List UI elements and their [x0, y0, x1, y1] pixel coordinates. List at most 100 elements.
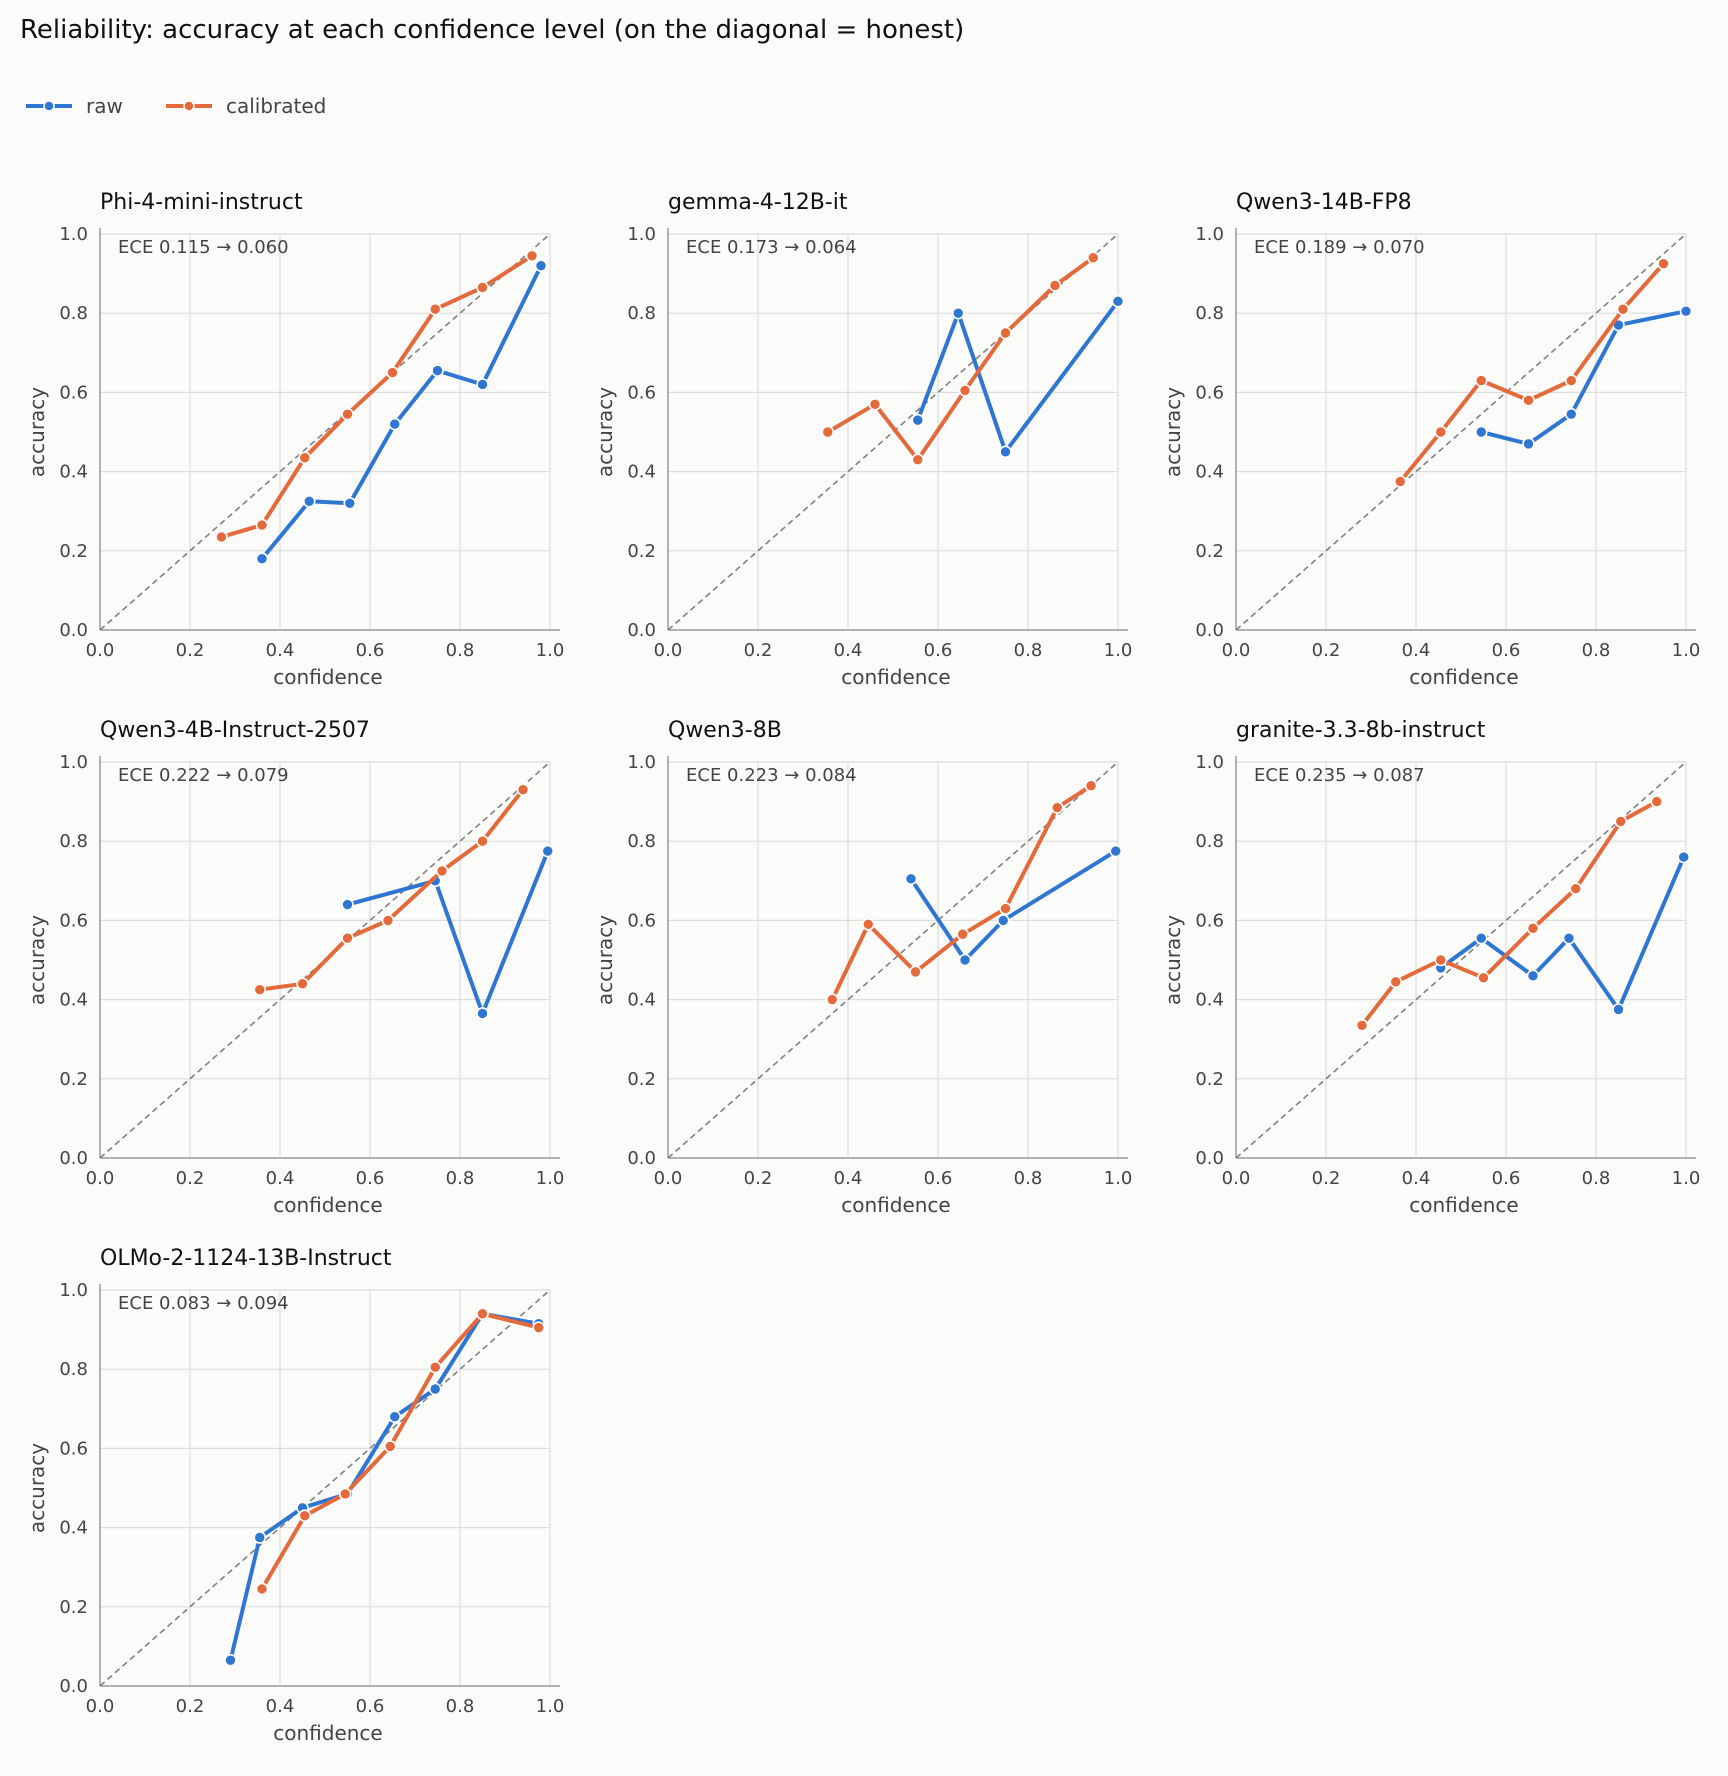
panel-title: OLMo-2-1124-13B-Instruct: [100, 1246, 392, 1271]
data-point-calibrated: [1050, 801, 1064, 814]
panel-title: gemma-4-12B-it: [668, 190, 848, 215]
panel-title: Qwen3-14B-FP8: [1236, 190, 1412, 215]
y-tick-label: 1.0: [1195, 752, 1224, 773]
data-point-calibrated: [298, 451, 312, 465]
data-point-raw: [1474, 931, 1488, 945]
ece-annotation: ECE 0.222 → 0.079: [118, 765, 289, 786]
x-tick-label: 0.2: [1312, 1168, 1341, 1189]
data-point-raw: [958, 953, 972, 967]
y-tick-label: 0.6: [627, 910, 656, 931]
data-point-calibrated: [1650, 795, 1664, 808]
data-point-raw: [431, 364, 444, 377]
data-point-calibrated: [341, 407, 354, 421]
x-tick-label: 0.6: [1492, 1168, 1521, 1189]
y-tick-label: 1.0: [59, 1280, 88, 1301]
data-point-calibrated: [868, 397, 882, 411]
series-line-raw: [915, 299, 1120, 454]
data-point-calibrated: [525, 249, 539, 263]
data-point-calibrated: [1569, 882, 1583, 896]
x-tick-label: 0.4: [266, 1696, 295, 1717]
y-tick-label: 0.2: [1195, 541, 1224, 562]
x-tick-label: 1.0: [1672, 1168, 1701, 1189]
y-tick-label: 0.4: [59, 1518, 88, 1539]
legend-raw-label: raw: [86, 94, 123, 118]
data-point-calibrated: [532, 1321, 546, 1334]
data-point-raw: [255, 552, 269, 566]
y-axis-label: accuracy: [25, 915, 49, 1005]
y-tick-label: 0.4: [627, 990, 656, 1011]
y-tick-label: 0.8: [1195, 831, 1224, 852]
x-tick-label: 0.0: [1222, 640, 1251, 661]
x-tick-label: 0.4: [834, 640, 863, 661]
data-point-raw: [343, 496, 357, 510]
data-point-raw: [1522, 437, 1535, 451]
data-point-raw: [1612, 1003, 1625, 1016]
x-tick-label: 1.0: [1672, 640, 1701, 661]
x-tick-label: 0.8: [1582, 1168, 1611, 1189]
data-point-calibrated: [1393, 475, 1407, 488]
data-point-calibrated: [1477, 971, 1490, 985]
ece-annotation: ECE 0.173 → 0.064: [686, 237, 857, 258]
x-axis-label: confidence: [1409, 1193, 1518, 1217]
reliability-panel: 0.0 0.2 0.4 0.6 0.8 1.0 0.0 0.2 0.4 0.6 0.8 1.0 conf…: [25, 190, 564, 689]
ece-annotation: ECE 0.189 → 0.070: [1254, 237, 1425, 258]
y-tick-label: 0.8: [59, 1359, 88, 1380]
data-point-raw: [951, 306, 965, 320]
x-axis-label: confidence: [841, 1193, 950, 1217]
x-axis-label: confidence: [273, 1721, 382, 1745]
y-tick-label: 0.6: [59, 382, 88, 403]
data-point-calibrated: [255, 518, 269, 532]
data-point-calibrated: [1086, 251, 1100, 265]
x-tick-label: 0.2: [176, 640, 205, 661]
x-tick-label: 0.2: [176, 1696, 205, 1717]
y-axis-label: accuracy: [25, 1443, 49, 1533]
ece-annotation: ECE 0.235 → 0.087: [1254, 765, 1425, 786]
ece-annotation: ECE 0.115 → 0.060: [118, 237, 289, 258]
x-tick-label: 0.0: [1222, 1168, 1251, 1189]
data-point-calibrated: [956, 927, 970, 941]
data-point-raw: [341, 898, 354, 911]
x-axis-label: confidence: [1409, 665, 1518, 689]
series-line-raw: [345, 849, 550, 1016]
y-tick-label: 0.8: [59, 831, 88, 852]
data-point-calibrated: [999, 326, 1012, 340]
panel-title: Qwen3-8B: [668, 718, 782, 743]
y-tick-label: 0.0: [59, 1676, 88, 1697]
y-tick-label: 0.8: [627, 303, 656, 324]
data-point-calibrated: [1474, 374, 1488, 387]
y-tick-label: 0.4: [1195, 990, 1224, 1011]
data-point-calibrated: [1526, 922, 1540, 935]
y-tick-label: 0.4: [1195, 462, 1224, 483]
data-point-raw: [1679, 304, 1693, 318]
y-tick-label: 0.2: [59, 1069, 88, 1090]
x-tick-label: 0.2: [744, 640, 773, 661]
data-point-raw: [224, 1653, 237, 1667]
y-axis-label: accuracy: [25, 387, 49, 477]
data-point-raw: [541, 844, 555, 858]
panel-title: granite-3.3-8b-instruct: [1236, 718, 1486, 743]
legend-raw-marker: [43, 100, 55, 112]
x-tick-label: 0.8: [1582, 640, 1611, 661]
x-axis-label: confidence: [273, 665, 382, 689]
y-tick-label: 1.0: [627, 752, 656, 773]
data-point-raw: [996, 914, 1010, 927]
y-tick-label: 0.0: [627, 1148, 656, 1169]
x-tick-label: 0.2: [744, 1168, 773, 1189]
x-axis-label: confidence: [273, 1193, 382, 1217]
y-tick-label: 0.0: [1195, 1148, 1224, 1169]
data-point-calibrated: [383, 1440, 397, 1453]
data-point-calibrated: [428, 302, 442, 316]
data-point-calibrated: [1389, 975, 1403, 989]
data-point-raw: [1677, 850, 1691, 864]
x-tick-label: 0.4: [266, 1168, 295, 1189]
reliability-panel: 0.0 0.2 0.4 0.6 0.8 1.0 0.0 0.2 0.4 0.6 0.8 1.0 conf…: [1161, 718, 1700, 1217]
data-point-calibrated: [825, 993, 839, 1006]
data-point-calibrated: [1084, 779, 1098, 793]
data-point-calibrated: [999, 902, 1012, 915]
panels: 0.0 0.2 0.4 0.6 0.8 1.0 0.0 0.2 0.4 0.6 0.8 1.0 conf…: [25, 190, 1700, 1745]
series-line-raw: [1438, 855, 1686, 1012]
data-point-calibrated: [821, 425, 835, 439]
x-tick-label: 0.8: [1014, 640, 1043, 661]
data-point-calibrated: [428, 1360, 442, 1374]
